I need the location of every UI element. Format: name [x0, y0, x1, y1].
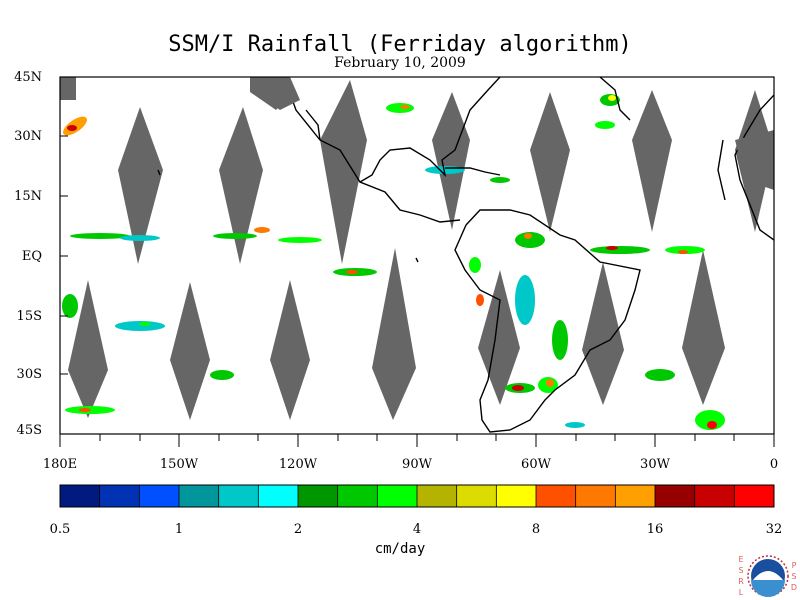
- swath-gap: [582, 262, 624, 405]
- lat-label: 30S: [16, 367, 42, 382]
- lon-label: 0: [769, 457, 779, 472]
- chart-title: SSM/I Rainfall (Ferriday algorithm): [168, 32, 632, 57]
- colorbar-swatch: [218, 485, 259, 507]
- coastlines: [157, 77, 774, 433]
- noaa-logo: [747, 555, 789, 597]
- colorbar-swatch: [536, 485, 576, 507]
- colorbar-swatch: [734, 485, 775, 507]
- lat-label: 15S: [16, 309, 42, 324]
- colorbar-swatch: [615, 485, 656, 507]
- lat-label: EQ: [21, 249, 42, 264]
- colorbar-swatch: [694, 485, 735, 507]
- lon-label: 180E: [42, 457, 78, 472]
- swath-gap: [632, 90, 672, 232]
- colorbar: [59, 484, 775, 508]
- lon-label: 60W: [521, 457, 551, 472]
- swath-gap: [530, 92, 570, 232]
- colorbar-swatch: [258, 485, 299, 507]
- logo-letter: L: [738, 588, 744, 597]
- lon-label: 90W: [402, 457, 432, 472]
- lon-label: 120W: [278, 457, 318, 472]
- lat-label: 45N: [14, 70, 42, 85]
- swath-gap: [60, 77, 76, 100]
- colorbar-swatch: [417, 485, 457, 507]
- colorbar-swatch: [496, 485, 537, 507]
- logo-wave: [751, 580, 785, 597]
- logo-left-letters: E S R L: [736, 554, 746, 598]
- swath-gap: [219, 107, 263, 264]
- colorbar-swatch: [139, 485, 180, 507]
- logo-letter: R: [738, 577, 744, 586]
- logo-letter: S: [791, 572, 797, 581]
- colorbar-tick-label: 16: [646, 522, 664, 537]
- colorbar-swatch: [456, 485, 497, 507]
- colorbar-tick-label: 2: [293, 522, 303, 537]
- rain-patches: [62, 94, 725, 430]
- colorbar-tick-label: 0.5: [49, 522, 71, 537]
- swath-gap: [320, 80, 367, 264]
- lat-label: 15N: [14, 189, 42, 204]
- logo-letter: S: [738, 566, 744, 575]
- swath-gap: [270, 280, 310, 420]
- swath-gap: [478, 270, 520, 405]
- logo-right-letters: P S D: [789, 560, 799, 593]
- logo-letter: E: [738, 555, 744, 564]
- colorbar-tick-label: 32: [765, 522, 783, 537]
- colorbar-swatch: [655, 485, 695, 507]
- swath-gap: [682, 250, 725, 405]
- swath-gap: [372, 248, 416, 420]
- x-axis-ticks: [59, 434, 775, 447]
- colorbar-swatch: [60, 485, 100, 507]
- swath-gap: [432, 92, 470, 230]
- lon-label: 30W: [640, 457, 670, 472]
- colorbar-tick-label: 8: [531, 522, 541, 537]
- logo-bird: [753, 571, 783, 580]
- colorbar-tick-label: 1: [174, 522, 184, 537]
- colorbar-swatch: [337, 485, 378, 507]
- colorbar-swatch: [99, 485, 140, 507]
- chart-subtitle: February 10, 2009: [334, 55, 466, 71]
- logo-letter: P: [791, 561, 797, 570]
- map-plot-area: [60, 77, 774, 434]
- land-shading: [250, 77, 774, 190]
- lat-label: 45S: [16, 423, 42, 438]
- swath-gap: [170, 282, 210, 420]
- swath-gap: [68, 280, 108, 418]
- logo-letter: D: [790, 583, 798, 592]
- colorbar-swatch: [298, 485, 338, 507]
- colorbar-unit: cm/day: [374, 541, 426, 557]
- grid-ticks: [60, 135, 68, 375]
- lon-label: 150W: [159, 457, 199, 472]
- colorbar-tick-label: 4: [412, 522, 422, 537]
- colorbar-swatch: [179, 485, 219, 507]
- lat-label: 30N: [14, 129, 42, 144]
- colorbar-swatch: [377, 485, 418, 507]
- colorbar-swatch: [575, 485, 616, 507]
- swath-gap: [118, 107, 163, 264]
